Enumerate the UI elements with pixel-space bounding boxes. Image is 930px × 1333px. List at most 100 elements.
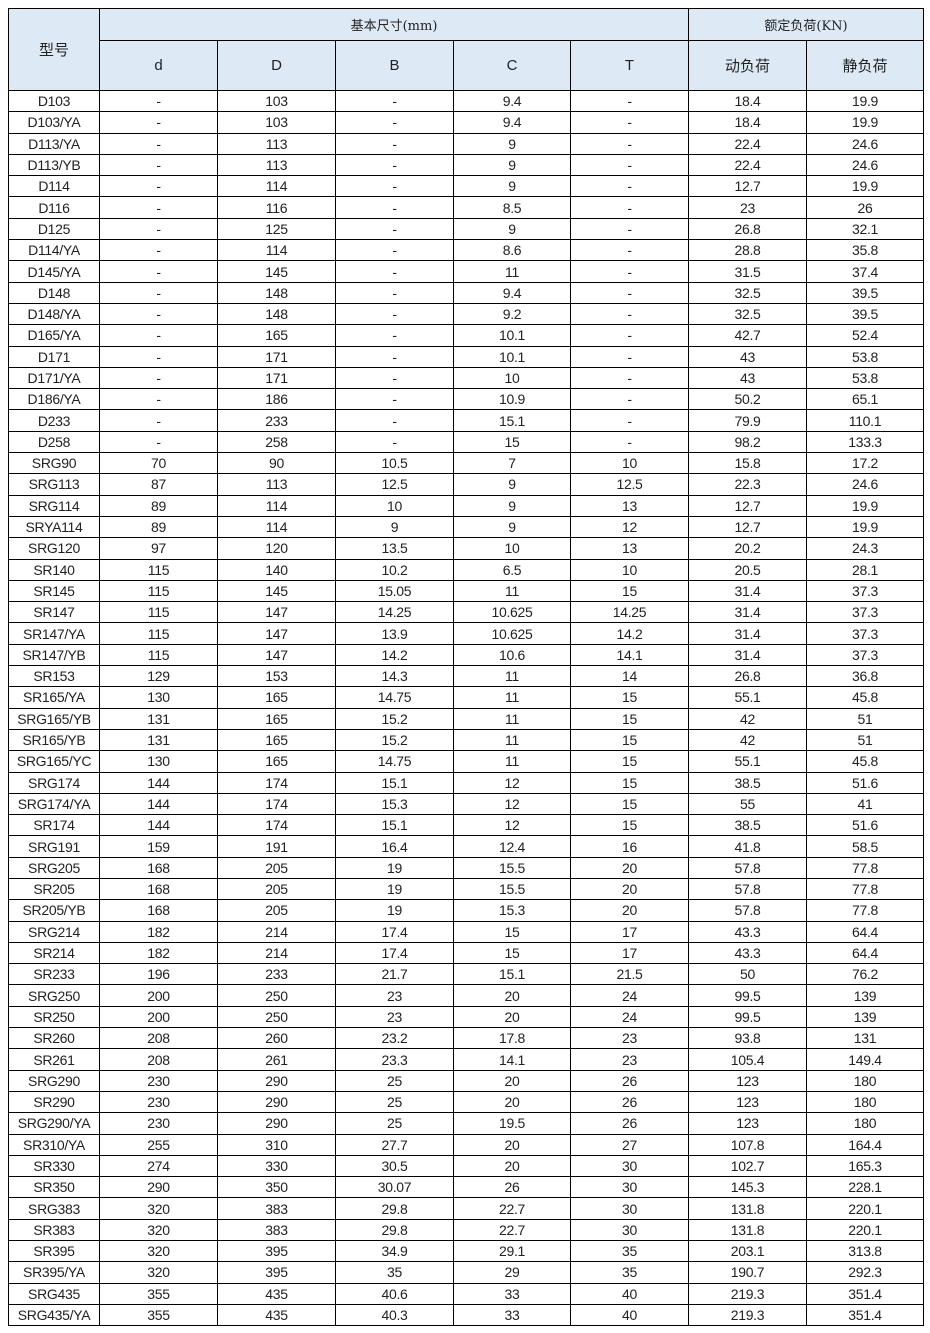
cell-T: 30 — [570, 1154, 689, 1178]
cell-C: 15 — [453, 941, 571, 965]
cell-B: - — [335, 260, 454, 283]
cell-C: 29 — [453, 1261, 571, 1284]
cell-static-load: 180 — [805, 1069, 925, 1092]
table-row: D145/YA -145-11-31.5 37.4 — [8, 260, 925, 283]
cell-T: - — [570, 260, 689, 283]
cell-static-load: 51.6 — [805, 814, 925, 837]
table-row: SR260 208 260 23.2 17.8 23 93.8 131 — [8, 1027, 925, 1050]
cell-static-load: 28.1 — [805, 558, 925, 581]
cell-C: 22.7 — [453, 1218, 571, 1242]
table-row: D114-114-9-12.7 19.9 — [8, 175, 925, 198]
cell-B: 30.5 — [335, 1154, 454, 1178]
cell-B: 34.9 — [335, 1240, 454, 1263]
cell-model: SRG214 — [8, 920, 100, 943]
cell-C: 8.6 — [453, 239, 571, 262]
cell-C: 11 — [453, 665, 571, 688]
table-row: SR140 115 140 10.2 6.5 10 20.5 28.1 — [8, 558, 925, 581]
cell-static-load: 180 — [805, 1112, 925, 1135]
cell-T: - — [570, 366, 689, 390]
cell-d: 115 — [99, 622, 218, 645]
cell-d: - — [99, 239, 218, 262]
cell-B: 15.1 — [335, 814, 454, 837]
table-row: SR350 290 350 30.07 26 30 145.3 228.1 — [8, 1176, 925, 1199]
cell-d: 97 — [99, 537, 218, 560]
cell-T: 16 — [570, 835, 689, 858]
cell-B: 29.8 — [335, 1197, 454, 1220]
cell-d: 70 — [99, 452, 218, 475]
cell-static-load: 17.2 — [805, 452, 925, 475]
cell-dynamic-load: 219.3 — [688, 1303, 807, 1327]
cell-static-load: 45.8 — [805, 750, 925, 773]
cell-B: 23.2 — [335, 1027, 454, 1050]
cell-static-load: 58.5 — [805, 835, 925, 858]
cell-model: SRG205 — [8, 856, 100, 879]
cell-C: 17.8 — [453, 1027, 571, 1050]
cell-d: - — [99, 196, 218, 219]
cell-d: 320 — [99, 1197, 218, 1220]
cell-dynamic-load: 42 — [688, 728, 807, 752]
cell-B: - — [335, 196, 454, 219]
table-row: SRG113 87 113 12.5 9 12.5 22.3 24.6 — [8, 473, 925, 496]
cell-T: 15 — [570, 579, 689, 603]
cell-T: 24 — [570, 984, 689, 1007]
cell-T: 14 — [570, 665, 689, 688]
cell-static-load: 37.4 — [805, 260, 925, 283]
cell-d: 320 — [99, 1218, 218, 1242]
cell-C: 12.4 — [453, 835, 571, 858]
cell-B: 16.4 — [335, 835, 454, 858]
cell-D: 165 — [217, 324, 336, 347]
cell-T: - — [570, 324, 689, 347]
cell-dynamic-load: 38.5 — [688, 771, 807, 794]
cell-static-load: 53.8 — [805, 345, 925, 368]
cell-model: D114/YA — [8, 239, 100, 262]
cell-D: 435 — [217, 1282, 336, 1305]
cell-C: 15.3 — [453, 899, 571, 922]
cell-B: 25 — [335, 1069, 454, 1092]
cell-C: 9 — [453, 132, 571, 155]
cell-T: 15 — [570, 792, 689, 816]
cell-D: 261 — [217, 1048, 336, 1071]
cell-static-load: 19.9 — [805, 175, 925, 198]
cell-T: - — [570, 175, 689, 198]
table-row: D148/YA -148-9.2-32.5 39.5 — [8, 302, 925, 326]
cell-B: - — [335, 175, 454, 198]
cell-model: SR147/YB — [8, 643, 100, 667]
cell-static-load: 39.5 — [805, 281, 925, 304]
cell-D: 165 — [217, 728, 336, 752]
cell-D: 290 — [217, 1112, 336, 1135]
cell-model: SRG174/YA — [8, 792, 100, 816]
cell-D: 205 — [217, 899, 336, 922]
cell-D: 186 — [217, 388, 336, 411]
cell-D: 148 — [217, 281, 336, 304]
cell-B: - — [335, 366, 454, 390]
cell-model: SR330 — [8, 1154, 100, 1178]
cell-B: 17.4 — [335, 920, 454, 943]
cell-static-load: 180 — [805, 1090, 925, 1114]
cell-C: 14.1 — [453, 1048, 571, 1071]
cell-dynamic-load: 50 — [688, 963, 807, 986]
header-basic-dimensions: 基本尺寸(mm) — [99, 8, 689, 41]
cell-d: 355 — [99, 1303, 218, 1327]
table-row: SRG120 97 120 13.5 10 13 20.2 24.3 — [8, 537, 925, 560]
cell-T: 23 — [570, 1027, 689, 1050]
cell-static-load: 76.2 — [805, 963, 925, 986]
cell-model: D258 — [8, 430, 100, 454]
cell-B: 25 — [335, 1090, 454, 1114]
table-row: SRG250 200 250 23 20 24 99.5 139 — [8, 984, 925, 1007]
cell-C: 15.1 — [453, 963, 571, 986]
table-row: D103-103-9.4-18.4 19.9 — [8, 89, 925, 113]
cell-dynamic-load: 43 — [688, 345, 807, 368]
cell-static-load: 19.9 — [805, 89, 925, 113]
cell-T: 26 — [570, 1069, 689, 1092]
cell-d: 89 — [99, 494, 218, 517]
cell-static-load: 220.1 — [805, 1218, 925, 1242]
cell-D: 191 — [217, 835, 336, 858]
cell-B: 14.75 — [335, 686, 454, 709]
cell-C: 9 — [453, 217, 571, 241]
cell-T: 40 — [570, 1282, 689, 1305]
cell-d: - — [99, 132, 218, 155]
table-row: SRG90 70 90 10.5 7 10 15.8 17.2 — [8, 452, 925, 475]
cell-model: SRG383 — [8, 1197, 100, 1220]
cell-D: 383 — [217, 1218, 336, 1242]
cell-dynamic-load: 55.1 — [688, 750, 807, 773]
